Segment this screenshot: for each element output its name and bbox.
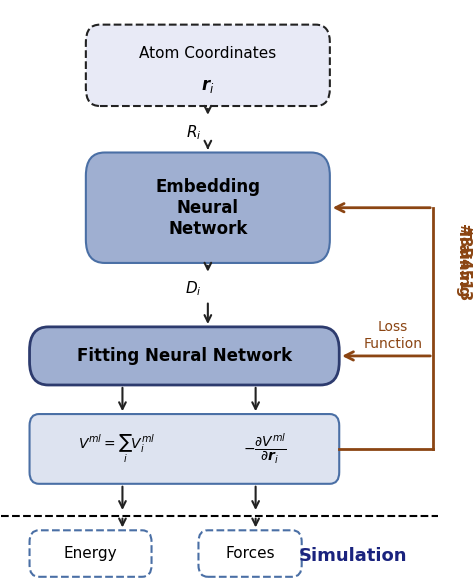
Text: Simulation: Simulation [299, 547, 408, 565]
Text: Atom Coordinates: Atom Coordinates [139, 46, 276, 61]
Text: #8B4513: #8B4513 [456, 224, 471, 301]
FancyBboxPatch shape [29, 327, 339, 385]
Text: Forces: Forces [225, 546, 275, 561]
FancyBboxPatch shape [86, 152, 330, 263]
Text: Training: Training [456, 228, 471, 298]
Text: $R_i$: $R_i$ [186, 123, 201, 141]
Text: Fitting Neural Network: Fitting Neural Network [77, 347, 292, 365]
Text: Loss
Function: Loss Function [364, 321, 423, 350]
Text: Energy: Energy [64, 546, 118, 561]
Text: $D_i$: $D_i$ [185, 280, 202, 298]
FancyBboxPatch shape [29, 414, 339, 484]
FancyBboxPatch shape [86, 25, 330, 106]
FancyBboxPatch shape [29, 530, 152, 577]
FancyBboxPatch shape [199, 530, 301, 577]
Text: $-\dfrac{\partial V^{ml}}{\partial \boldsymbol{r}_i}$: $-\dfrac{\partial V^{ml}}{\partial \bold… [243, 432, 287, 466]
Text: $V^{ml} = \sum_i V_i^{ml}$: $V^{ml} = \sum_i V_i^{ml}$ [78, 433, 155, 465]
Text: $\boldsymbol{r}_i$: $\boldsymbol{r}_i$ [201, 77, 215, 95]
Text: Embedding
Neural
Network: Embedding Neural Network [155, 178, 260, 238]
